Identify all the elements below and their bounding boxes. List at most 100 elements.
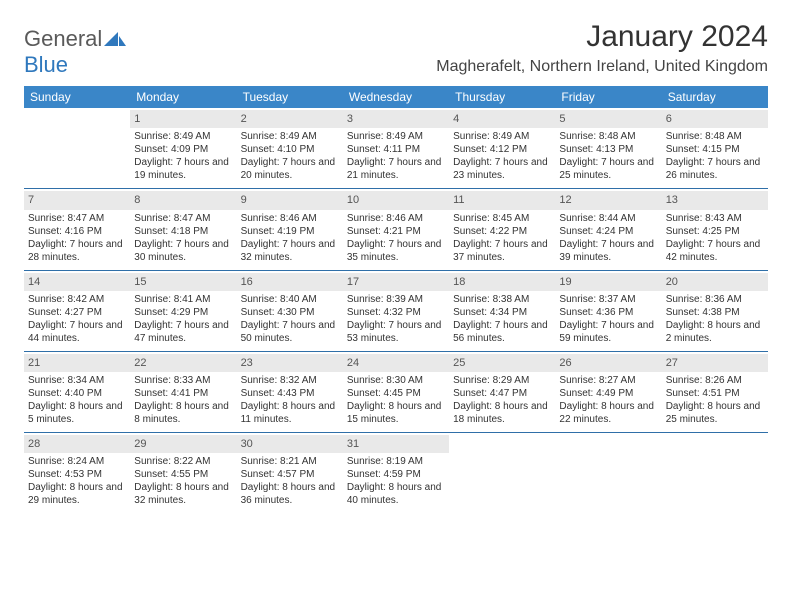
calendar-cell: 29 Sunrise: 8:22 AMSunset: 4:55 PMDayligh… xyxy=(130,433,236,514)
calendar-head: SundayMondayTuesdayWednesdayThursdayFrid… xyxy=(24,86,768,108)
day-number: 24 xyxy=(343,354,449,372)
sunset-text: Sunset: 4:57 PM xyxy=(241,468,339,481)
daylight-text: Daylight: 8 hours and 40 minutes. xyxy=(347,481,445,507)
calendar-cell: 25Sunrise: 8:29 AMSunset: 4:47 PMDayligh… xyxy=(449,351,555,432)
day-number: 31 xyxy=(343,435,449,453)
title-block: January 2024 Magherafelt, Northern Irela… xyxy=(436,20,768,76)
daylight-text: Daylight: 8 hours and 32 minutes. xyxy=(134,481,232,507)
day-number: 13 xyxy=(662,191,768,209)
logo: General Blue xyxy=(24,20,126,78)
day-number: 3 xyxy=(343,110,449,128)
sunrise-text: Sunrise: 8:24 AM xyxy=(28,455,126,468)
sunrise-text: Sunrise: 8:48 AM xyxy=(666,130,764,143)
sunset-text: Sunset: 4:12 PM xyxy=(453,143,551,156)
sunrise-text: Sunrise: 8:33 AM xyxy=(134,374,232,387)
sunset-text: Sunset: 4:53 PM xyxy=(28,468,126,481)
calendar-cell: 27Sunrise: 8:26 AMSunset: 4:51 PMDayligh… xyxy=(662,351,768,432)
day-number: 28 xyxy=(24,435,130,453)
logo-text-general: General xyxy=(24,26,102,51)
daylight-text: Daylight: 7 hours and 23 minutes. xyxy=(453,156,551,182)
day-number: 4 xyxy=(449,110,555,128)
calendar-cell: 10Sunrise: 8:46 AMSunset: 4:21 PMDayligh… xyxy=(343,189,449,270)
day-number: 14 xyxy=(24,273,130,291)
calendar-cell: 26Sunrise: 8:27 AMSunset: 4:49 PMDayligh… xyxy=(555,351,661,432)
day-number: 17 xyxy=(343,273,449,291)
day-number: 25 xyxy=(449,354,555,372)
calendar-cell: 3Sunrise: 8:49 AMSunset: 4:11 PMDaylight… xyxy=(343,108,449,189)
calendar-row: 14Sunrise: 8:42 AMSunset: 4:27 PMDayligh… xyxy=(24,270,768,351)
calendar-cell: 20Sunrise: 8:36 AMSunset: 4:38 PMDayligh… xyxy=(662,270,768,351)
calendar-cell: 4 Sunrise: 8:49 AMSunset: 4:12 PMDaylight… xyxy=(449,108,555,189)
page-title: January 2024 xyxy=(436,20,768,54)
sunset-text: Sunset: 4:45 PM xyxy=(347,387,445,400)
sunrise-text: Sunrise: 8:43 AM xyxy=(666,212,764,225)
sunrise-text: Sunrise: 8:36 AM xyxy=(666,293,764,306)
daylight-text: Daylight: 7 hours and 47 minutes. xyxy=(134,319,232,345)
calendar-cell: 15Sunrise: 8:41 AMSunset: 4:29 PMDayligh… xyxy=(130,270,236,351)
calendar-cell: 21Sunrise: 8:34 AMSunset: 4:40 PMDayligh… xyxy=(24,351,130,432)
sunrise-text: Sunrise: 8:49 AM xyxy=(453,130,551,143)
sunset-text: Sunset: 4:59 PM xyxy=(347,468,445,481)
sunset-text: Sunset: 4:55 PM xyxy=(134,468,232,481)
sunrise-text: Sunrise: 8:38 AM xyxy=(453,293,551,306)
sunset-text: Sunset: 4:27 PM xyxy=(28,306,126,319)
sunset-text: Sunset: 4:34 PM xyxy=(453,306,551,319)
daylight-text: Daylight: 8 hours and 29 minutes. xyxy=(28,481,126,507)
daylight-text: Daylight: 8 hours and 15 minutes. xyxy=(347,400,445,426)
daylight-text: Daylight: 7 hours and 30 minutes. xyxy=(134,238,232,264)
calendar-cell: . xyxy=(449,433,555,514)
calendar-cell: 9Sunrise: 8:46 AMSunset: 4:19 PMDaylight… xyxy=(237,189,343,270)
day-number: 16 xyxy=(237,273,343,291)
daylight-text: Daylight: 7 hours and 39 minutes. xyxy=(559,238,657,264)
sunrise-text: Sunrise: 8:21 AM xyxy=(241,455,339,468)
sunrise-text: Sunrise: 8:49 AM xyxy=(241,130,339,143)
sunrise-text: Sunrise: 8:34 AM xyxy=(28,374,126,387)
daylight-text: Daylight: 7 hours and 21 minutes. xyxy=(347,156,445,182)
calendar-table: SundayMondayTuesdayWednesdayThursdayFrid… xyxy=(24,86,768,513)
calendar-cell: 19Sunrise: 8:37 AMSunset: 4:36 PMDayligh… xyxy=(555,270,661,351)
day-number: 10 xyxy=(343,191,449,209)
sunset-text: Sunset: 4:18 PM xyxy=(134,225,232,238)
weekday-header: Saturday xyxy=(662,86,768,108)
sunset-text: Sunset: 4:36 PM xyxy=(559,306,657,319)
daylight-text: Daylight: 7 hours and 25 minutes. xyxy=(559,156,657,182)
sunset-text: Sunset: 4:40 PM xyxy=(28,387,126,400)
daylight-text: Daylight: 7 hours and 50 minutes. xyxy=(241,319,339,345)
sunset-text: Sunset: 4:19 PM xyxy=(241,225,339,238)
daylight-text: Daylight: 8 hours and 5 minutes. xyxy=(28,400,126,426)
day-number: 2 xyxy=(237,110,343,128)
calendar-row: 7Sunrise: 8:47 AMSunset: 4:16 PMDaylight… xyxy=(24,189,768,270)
daylight-text: Daylight: 7 hours and 20 minutes. xyxy=(241,156,339,182)
daylight-text: Daylight: 7 hours and 42 minutes. xyxy=(666,238,764,264)
calendar-cell: . xyxy=(555,433,661,514)
logo-text-blue: Blue xyxy=(24,52,68,77)
sunrise-text: Sunrise: 8:22 AM xyxy=(134,455,232,468)
daylight-text: Daylight: 7 hours and 56 minutes. xyxy=(453,319,551,345)
day-number: 29 xyxy=(130,435,236,453)
sunset-text: Sunset: 4:41 PM xyxy=(134,387,232,400)
daylight-text: Daylight: 7 hours and 32 minutes. xyxy=(241,238,339,264)
calendar-cell: 5Sunrise: 8:48 AMSunset: 4:13 PMDaylight… xyxy=(555,108,661,189)
day-number: 12 xyxy=(555,191,661,209)
sunset-text: Sunset: 4:49 PM xyxy=(559,387,657,400)
calendar-cell: 8Sunrise: 8:47 AMSunset: 4:18 PMDaylight… xyxy=(130,189,236,270)
weekday-header: Thursday xyxy=(449,86,555,108)
sunrise-text: Sunrise: 8:46 AM xyxy=(241,212,339,225)
sunset-text: Sunset: 4:13 PM xyxy=(559,143,657,156)
day-number: 1 xyxy=(130,110,236,128)
calendar-cell: 23Sunrise: 8:32 AMSunset: 4:43 PMDayligh… xyxy=(237,351,343,432)
sunset-text: Sunset: 4:15 PM xyxy=(666,143,764,156)
calendar-cell: 12Sunrise: 8:44 AMSunset: 4:24 PMDayligh… xyxy=(555,189,661,270)
daylight-text: Daylight: 8 hours and 2 minutes. xyxy=(666,319,764,345)
sunset-text: Sunset: 4:16 PM xyxy=(28,225,126,238)
daylight-text: Daylight: 8 hours and 11 minutes. xyxy=(241,400,339,426)
daylight-text: Daylight: 8 hours and 36 minutes. xyxy=(241,481,339,507)
sunset-text: Sunset: 4:10 PM xyxy=(241,143,339,156)
day-number: 23 xyxy=(237,354,343,372)
sunset-text: Sunset: 4:47 PM xyxy=(453,387,551,400)
daylight-text: Daylight: 7 hours and 35 minutes. xyxy=(347,238,445,264)
sunset-text: Sunset: 4:30 PM xyxy=(241,306,339,319)
calendar-cell: . xyxy=(24,108,130,189)
calendar-cell: 17Sunrise: 8:39 AMSunset: 4:32 PMDayligh… xyxy=(343,270,449,351)
sunrise-text: Sunrise: 8:26 AM xyxy=(666,374,764,387)
